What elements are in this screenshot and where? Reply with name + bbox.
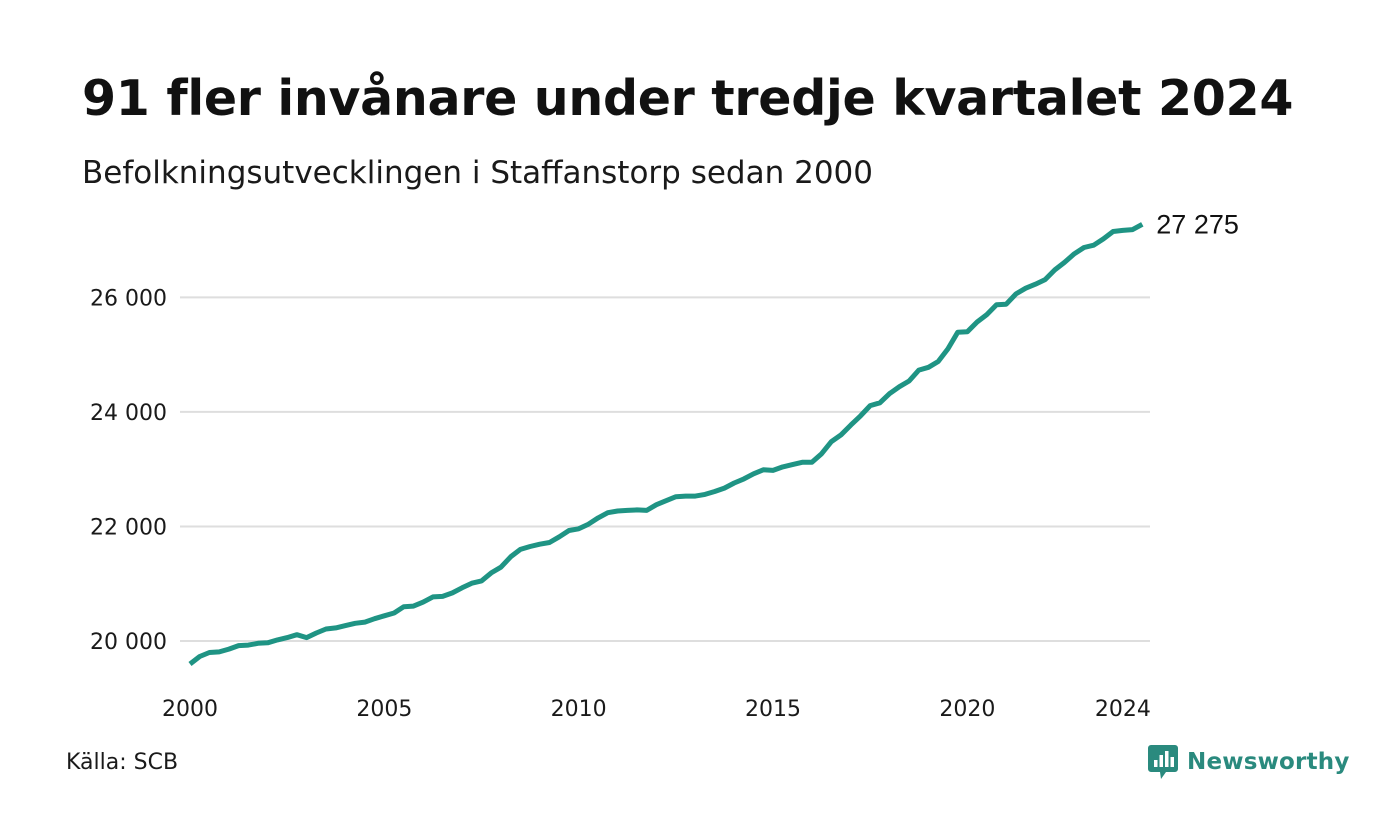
brand-logo: Newsworthy xyxy=(1148,743,1350,781)
chart-subtitle: Befolkningsutvecklingen i Staffanstorp s… xyxy=(82,155,873,191)
y-tick-label: 24 000 xyxy=(90,401,167,426)
x-axis-ticks: 2000 2005 2010 2015 2020 2024 xyxy=(162,697,1151,722)
x-tick-label: 2024 xyxy=(1095,697,1151,722)
end-label-layer: 27 275 xyxy=(1156,209,1239,239)
series-line xyxy=(188,222,1144,666)
grid-lines xyxy=(180,296,1150,643)
x-tick-label: 2010 xyxy=(551,697,607,722)
bar-chart-speech-bubble-icon xyxy=(1148,745,1178,779)
y-tick-label: 26 000 xyxy=(90,286,167,311)
y-tick-label: 22 000 xyxy=(90,515,167,540)
end-value-label: 27 275 xyxy=(1156,209,1239,239)
x-tick-label: 2020 xyxy=(939,697,995,722)
y-tick-label: 20 000 xyxy=(90,630,167,655)
chart-title: 91 fler invånare under tredje kvartalet … xyxy=(82,70,1294,127)
x-tick-label: 2000 xyxy=(162,697,218,722)
series-layer xyxy=(188,222,1144,666)
x-tick-label: 2005 xyxy=(356,697,412,722)
y-axis-ticks: 20 000 22 000 24 000 26 000 xyxy=(90,286,167,655)
brand-name: Newsworthy xyxy=(1187,749,1350,775)
source-note: Källa: SCB xyxy=(66,750,179,775)
x-tick-label: 2015 xyxy=(745,697,801,722)
